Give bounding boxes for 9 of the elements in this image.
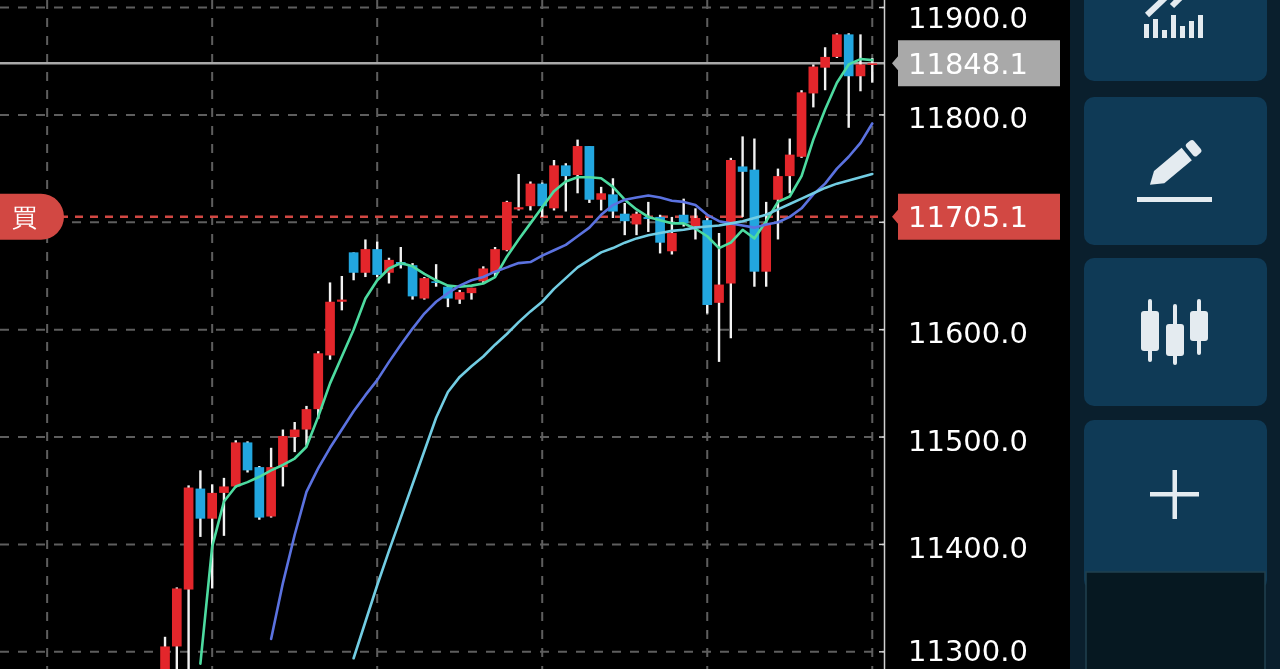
ref-line-label: 11705.1 (908, 200, 1028, 235)
y-tick-label: 11300.0 (908, 634, 1028, 669)
ref-line-label: 11848.1 (908, 46, 1028, 81)
y-tick-label: 11900.0 (908, 0, 1028, 35)
y-tick-label: 11600.0 (908, 316, 1028, 351)
y-tick-label: 11800.0 (908, 101, 1028, 136)
y-tick-label: 11500.0 (908, 423, 1028, 458)
annotation: 買 (11, 202, 37, 232)
y-tick-label: 11400.0 (908, 531, 1028, 566)
